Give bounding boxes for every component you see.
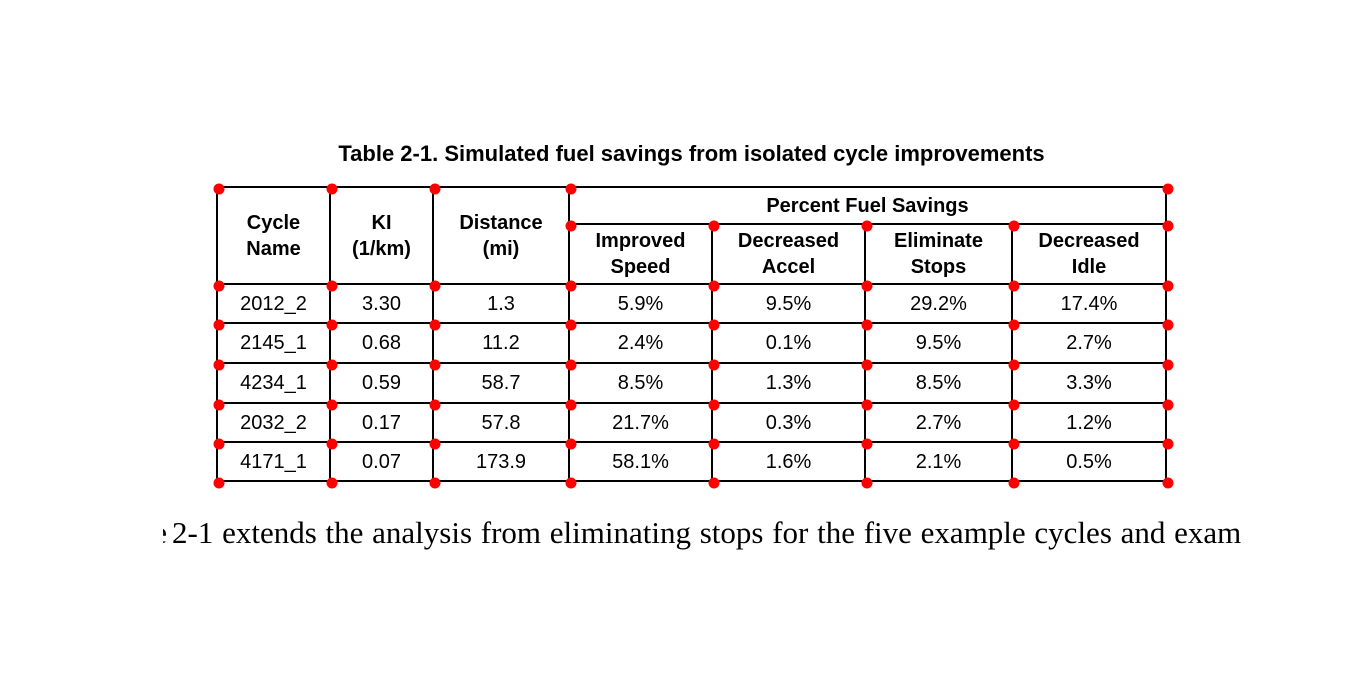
- table-cell: 58.7: [434, 364, 568, 402]
- table-cell: 5.9%: [570, 285, 711, 322]
- table-cell: 3.3%: [1013, 364, 1165, 402]
- table-cell: 29.2%: [866, 285, 1011, 322]
- table-cell: 8.5%: [570, 364, 711, 402]
- table-cell: 2.7%: [866, 404, 1011, 441]
- table-cell: 21.7%: [570, 404, 711, 441]
- table-cell: 8.5%: [866, 364, 1011, 402]
- table-caption: Table 2-1. Simulated fuel savings from i…: [338, 141, 1045, 166]
- table-cell: 1.2%: [1013, 404, 1165, 441]
- table-cell: 11.2: [434, 324, 568, 362]
- col-header-distance: Distance (mi): [434, 188, 568, 283]
- clipped-word-fragment: e: [163, 511, 167, 555]
- table-cell: 17.4%: [1013, 285, 1165, 322]
- table-cell: 3.30: [331, 285, 432, 322]
- table-cell: 2145_1: [218, 324, 329, 362]
- table-cell: 4234_1: [218, 364, 329, 402]
- table-cell: 1.3: [434, 285, 568, 322]
- table-cell: 0.07: [331, 443, 432, 480]
- table-cell: 0.59: [331, 364, 432, 402]
- col-header-improved-speed: Improved Speed: [570, 225, 711, 283]
- table-cell: 4171_1: [218, 443, 329, 480]
- col-header-cycle-name: Cycle Name: [218, 188, 329, 283]
- table-cell: 0.1%: [713, 324, 864, 362]
- body-paragraph-text: 2-1 extends the analysis from eliminatin…: [172, 515, 1242, 550]
- table-cell: 58.1%: [570, 443, 711, 480]
- body-paragraph-line: e2-1 extends the analysis from eliminati…: [163, 511, 1241, 555]
- table-cell: 9.5%: [866, 324, 1011, 362]
- table-cell: 0.17: [331, 404, 432, 441]
- table-cell: 2.1%: [866, 443, 1011, 480]
- table-cell: 1.6%: [713, 443, 864, 480]
- col-header-eliminate-stops: Eliminate Stops: [866, 225, 1011, 283]
- table-cell: 2012_2: [218, 285, 329, 322]
- table-cell: 9.5%: [713, 285, 864, 322]
- fuel-savings-table: Cycle Name KI (1/km) Distance (mi) Perce…: [213, 183, 1174, 489]
- table-cell: 2.7%: [1013, 324, 1165, 362]
- table-cell: 0.3%: [713, 404, 864, 441]
- col-header-decreased-idle: Decreased Idle: [1013, 225, 1165, 283]
- table-cell: 0.5%: [1013, 443, 1165, 480]
- table-cell: 173.9: [434, 443, 568, 480]
- table-cell: 57.8: [434, 404, 568, 441]
- table-cell: 0.68: [331, 324, 432, 362]
- body-paragraph-clip: e2-1 extends the analysis from eliminati…: [0, 511, 1366, 561]
- col-header-decreased-accel: Decreased Accel: [713, 225, 864, 283]
- col-header-group-percent-fuel-savings: Percent Fuel Savings: [570, 188, 1165, 223]
- table-cell: 1.3%: [713, 364, 864, 402]
- table-cell: 2032_2: [218, 404, 329, 441]
- col-header-ki: KI (1/km): [331, 188, 432, 283]
- table-cell: 2.4%: [570, 324, 711, 362]
